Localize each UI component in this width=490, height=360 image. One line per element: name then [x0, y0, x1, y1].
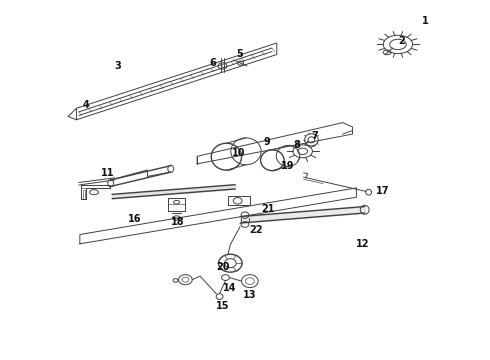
Text: 2: 2 [398, 36, 405, 46]
Text: 5: 5 [236, 49, 243, 59]
Text: 15: 15 [216, 301, 230, 311]
Text: 7: 7 [311, 131, 318, 141]
Text: 18: 18 [171, 217, 184, 227]
Text: 13: 13 [243, 291, 257, 301]
Text: 10: 10 [232, 148, 246, 158]
Text: 14: 14 [222, 283, 236, 293]
Text: 19: 19 [281, 161, 295, 171]
Text: 16: 16 [128, 215, 142, 224]
Text: 20: 20 [216, 262, 230, 272]
Text: 3: 3 [115, 61, 122, 71]
Text: 4: 4 [83, 100, 90, 110]
Text: 8: 8 [294, 140, 301, 150]
Text: 1: 1 [422, 17, 429, 27]
Text: 21: 21 [262, 204, 275, 214]
Text: 6: 6 [209, 58, 216, 68]
Text: 12: 12 [356, 239, 369, 249]
Text: 11: 11 [100, 168, 114, 178]
Text: 22: 22 [249, 225, 263, 235]
Text: 9: 9 [264, 137, 270, 147]
Text: 17: 17 [376, 186, 390, 197]
